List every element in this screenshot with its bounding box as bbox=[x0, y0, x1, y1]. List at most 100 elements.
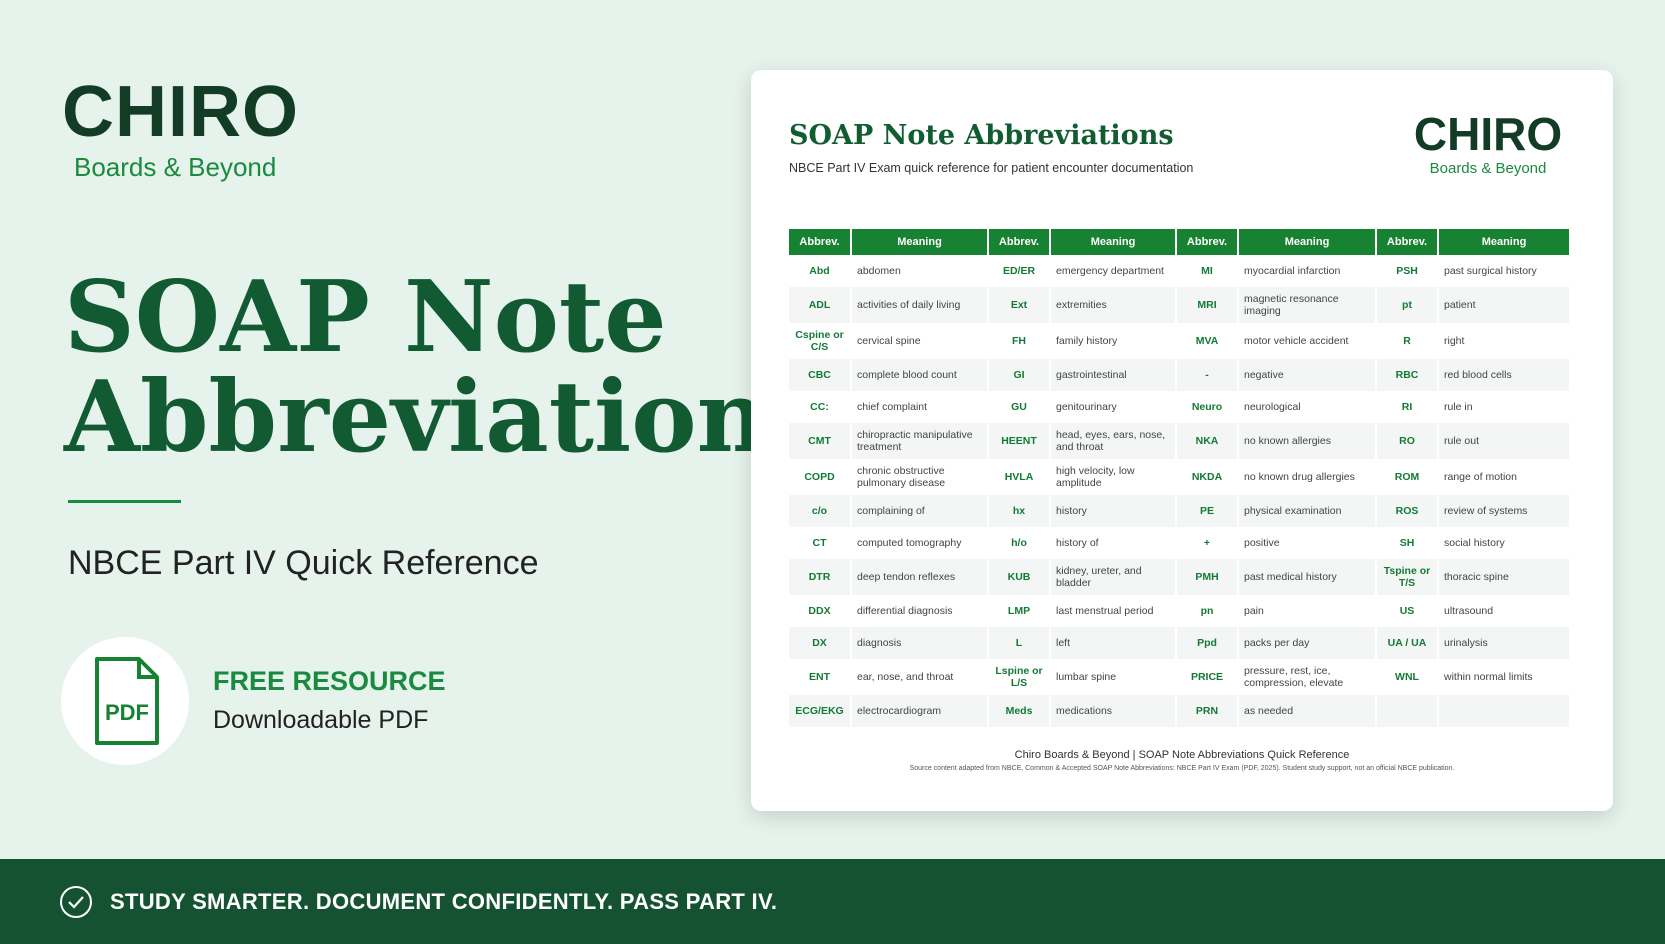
meaning-cell: diagnosis bbox=[851, 627, 989, 659]
abbrev-cell: DDX bbox=[789, 595, 852, 627]
logo-tagline: Boards & Beyond bbox=[1429, 160, 1547, 177]
abbrev-cell: Abd bbox=[789, 255, 852, 287]
abbrev-cell: MI bbox=[1176, 255, 1239, 287]
meaning-cell: pressure, rest, ice, compression, elevat… bbox=[1238, 659, 1377, 695]
doc-title: SOAP Note Abbreviations bbox=[789, 120, 1174, 151]
header-abbrev: Abbrev. bbox=[1376, 229, 1439, 255]
meaning-cell: right bbox=[1438, 323, 1571, 359]
abbrev-cell: SH bbox=[1376, 527, 1439, 559]
table-row: COPD chronic obstructive pulmonary diseas… bbox=[789, 459, 1571, 495]
meaning-cell: neurological bbox=[1238, 391, 1377, 423]
table-row: Cspine or C/S cervical spine FH family hist… bbox=[789, 323, 1571, 359]
table-row: ENT ear, nose, and throat Lspine or L/S lum… bbox=[789, 659, 1571, 695]
meaning-cell: computed tomography bbox=[851, 527, 989, 559]
table-row: Abd abdomen ED/ER emergency department MI myo… bbox=[789, 255, 1571, 287]
meaning-cell: chronic obstructive pulmonary disease bbox=[851, 459, 989, 495]
abbrev-cell: RBC bbox=[1376, 359, 1439, 391]
doc-subtitle: NBCE Part IV Exam quick reference for pa… bbox=[789, 161, 1194, 175]
abbrev-cell: Lspine or L/S bbox=[988, 659, 1051, 695]
abbrev-cell: PRN bbox=[1176, 695, 1239, 727]
abbrev-cell: L bbox=[988, 627, 1051, 659]
meaning-cell: kidney, ureter, and bladder bbox=[1050, 559, 1177, 595]
meaning-cell: ultrasound bbox=[1438, 595, 1571, 627]
title-line: SOAP Note bbox=[64, 260, 667, 375]
abbrev-cell: R bbox=[1376, 323, 1439, 359]
meaning-cell: last menstrual period bbox=[1050, 595, 1177, 627]
resource-detail: Downloadable PDF bbox=[213, 706, 429, 734]
meaning-cell: positive bbox=[1238, 527, 1377, 559]
abbrev-cell: h/o bbox=[988, 527, 1051, 559]
abbrev-cell: GI bbox=[988, 359, 1051, 391]
meaning-cell: negative bbox=[1238, 359, 1377, 391]
abbrev-cell: pt bbox=[1376, 287, 1439, 323]
abbrev-cell: FH bbox=[988, 323, 1051, 359]
abbrev-cell: pn bbox=[1176, 595, 1239, 627]
resource-label: FREE RESOURCE bbox=[213, 666, 446, 696]
header-meaning: Meaning bbox=[1050, 229, 1177, 255]
pdf-icon: PDF bbox=[95, 657, 159, 745]
meaning-cell: lumbar spine bbox=[1050, 659, 1177, 695]
abbrev-cell: Ppd bbox=[1176, 627, 1239, 659]
table-row: CT computed tomography h/o history of + posit… bbox=[789, 527, 1571, 559]
meaning-cell: history bbox=[1050, 495, 1177, 527]
meaning-cell: genitourinary bbox=[1050, 391, 1177, 423]
meaning-cell: past medical history bbox=[1238, 559, 1377, 595]
meaning-cell: history of bbox=[1050, 527, 1177, 559]
pdf-badge: PDF bbox=[61, 637, 189, 765]
meaning-cell: deep tendon reflexes bbox=[851, 559, 989, 595]
meaning-cell: cervical spine bbox=[851, 323, 989, 359]
meaning-cell: urinalysis bbox=[1438, 627, 1571, 659]
abbrev-cell: NKA bbox=[1176, 423, 1239, 459]
abbrev-cell: WNL bbox=[1376, 659, 1439, 695]
meaning-cell: pain bbox=[1238, 595, 1377, 627]
table-row: CBC complete blood count GI gastrointestina… bbox=[789, 359, 1571, 391]
table-row: DTR deep tendon reflexes KUB kidney, ureter… bbox=[789, 559, 1571, 595]
header-abbrev: Abbrev. bbox=[789, 229, 852, 255]
abbrev-cell: PMH bbox=[1176, 559, 1239, 595]
meaning-cell: no known drug allergies bbox=[1238, 459, 1377, 495]
abbrev-cell: Tspine or T/S bbox=[1376, 559, 1439, 595]
abbrev-cell: + bbox=[1176, 527, 1239, 559]
meaning-cell: family history bbox=[1050, 323, 1177, 359]
doc-source: Source content adapted from NBCE, Common… bbox=[909, 765, 1455, 772]
abbrev-cell: ADL bbox=[789, 287, 852, 323]
meaning-cell: packs per day bbox=[1238, 627, 1377, 659]
meaning-cell: social history bbox=[1438, 527, 1571, 559]
abbrev-cell: CBC bbox=[789, 359, 852, 391]
meaning-cell: chief complaint bbox=[851, 391, 989, 423]
logo-tagline: Boards & Beyond bbox=[74, 152, 277, 182]
abbrev-cell: ROM bbox=[1376, 459, 1439, 495]
abbrev-cell: c/o bbox=[789, 495, 852, 527]
abbrev-cell: MVA bbox=[1176, 323, 1239, 359]
abbrev-cell: ECG/EKG bbox=[789, 695, 852, 727]
header-abbrev: Abbrev. bbox=[988, 229, 1051, 255]
abbrev-cell: HVLA bbox=[988, 459, 1051, 495]
abbrev-cell: CC: bbox=[789, 391, 852, 423]
abbrev-cell: Ext bbox=[988, 287, 1051, 323]
abbrev-cell: CMT bbox=[789, 423, 852, 459]
meaning-cell: complete blood count bbox=[851, 359, 989, 391]
meaning-cell: extremities bbox=[1050, 287, 1177, 323]
meaning-cell: rule in bbox=[1438, 391, 1571, 423]
abbrev-cell: HEENT bbox=[988, 423, 1051, 459]
meaning-cell: within normal limits bbox=[1438, 659, 1571, 695]
hero-subtitle: NBCE Part IV Quick Reference bbox=[68, 544, 539, 582]
title-line: Abbreviations bbox=[64, 360, 824, 475]
abbrev-cell: Cspine or C/S bbox=[789, 323, 852, 359]
abbrev-cell: Neuro bbox=[1176, 391, 1239, 423]
abbrev-cell: KUB bbox=[988, 559, 1051, 595]
meaning-cell: physical examination bbox=[1238, 495, 1377, 527]
abbrev-cell: RO bbox=[1376, 423, 1439, 459]
meaning-cell: range of motion bbox=[1438, 459, 1571, 495]
divider bbox=[68, 500, 181, 503]
meaning-cell: abdomen bbox=[851, 255, 989, 287]
abbrev-cell: ROS bbox=[1376, 495, 1439, 527]
logo-wordmark: CHIRO bbox=[62, 72, 299, 152]
empty-cell bbox=[1376, 695, 1439, 727]
abbrev-cell: ED/ER bbox=[988, 255, 1051, 287]
hero-title: SOAP Note Abbreviations bbox=[64, 268, 823, 468]
abbrev-cell: COPD bbox=[789, 459, 852, 495]
abbrev-cell: LMP bbox=[988, 595, 1051, 627]
document-card: SOAP Note Abbreviations NBCE Part IV Exa… bbox=[751, 70, 1613, 811]
